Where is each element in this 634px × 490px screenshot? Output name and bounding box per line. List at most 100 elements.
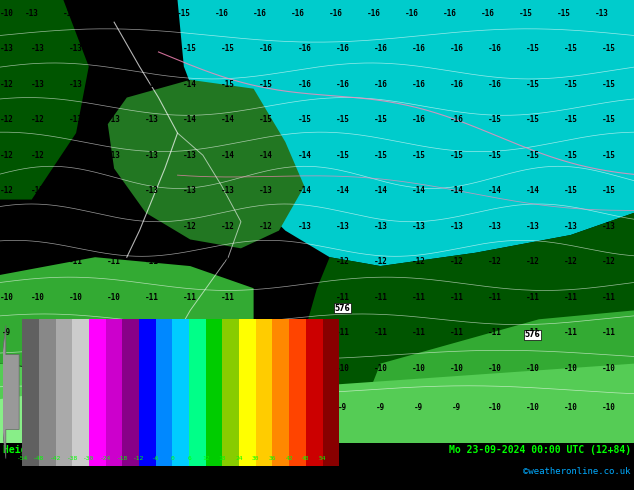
Text: -15: -15 (221, 80, 235, 89)
Text: -13: -13 (107, 115, 121, 124)
Text: -15: -15 (602, 80, 616, 89)
Bar (189, 318, 205, 466)
Text: -13: -13 (145, 186, 159, 195)
Text: -11: -11 (564, 293, 578, 302)
Text: -14: -14 (183, 80, 197, 89)
Text: -13: -13 (259, 186, 273, 195)
Text: -13: -13 (145, 115, 159, 124)
Bar (156, 318, 172, 466)
Text: -10: -10 (602, 403, 616, 413)
Bar (22, 318, 39, 466)
Text: -9: -9 (148, 403, 157, 413)
Text: -12: -12 (259, 257, 273, 266)
Text: -9: -9 (300, 403, 309, 413)
Text: -15: -15 (602, 186, 616, 195)
Text: -13: -13 (450, 221, 463, 231)
Text: -16: -16 (481, 9, 495, 18)
Text: -15: -15 (177, 9, 191, 18)
Text: -16: -16 (253, 9, 267, 18)
Polygon shape (0, 364, 634, 443)
Text: -10: -10 (335, 364, 349, 372)
Text: -9: -9 (34, 364, 42, 372)
Text: -10: -10 (183, 364, 197, 372)
Text: -11: -11 (335, 293, 349, 302)
Text: -16: -16 (405, 9, 419, 18)
Text: -11: -11 (526, 328, 540, 337)
Text: -10: -10 (564, 403, 578, 413)
Text: -9: -9 (34, 328, 42, 337)
Bar (289, 318, 306, 466)
Text: -13: -13 (221, 186, 235, 195)
Bar (223, 318, 239, 466)
Text: -10: -10 (411, 364, 425, 372)
Text: -14: -14 (145, 44, 159, 53)
Text: -13: -13 (335, 221, 349, 231)
Bar (56, 318, 72, 466)
Text: -9: -9 (376, 403, 385, 413)
Text: -14: -14 (373, 186, 387, 195)
Text: -16: -16 (335, 44, 349, 53)
Text: -15: -15 (297, 115, 311, 124)
Text: -16: -16 (335, 80, 349, 89)
Text: -16: -16 (215, 9, 229, 18)
Text: -12: -12 (335, 257, 349, 266)
Text: Mo 23-09-2024 00:00 UTC (12+84): Mo 23-09-2024 00:00 UTC (12+84) (449, 445, 631, 455)
Text: -10: -10 (0, 9, 13, 18)
Text: -12: -12 (107, 186, 121, 195)
Text: -12: -12 (133, 456, 145, 461)
Text: -9: -9 (2, 364, 11, 372)
Text: -11: -11 (373, 328, 387, 337)
Text: -9: -9 (224, 403, 233, 413)
Text: -12: -12 (107, 221, 121, 231)
Text: -10: -10 (602, 364, 616, 372)
Text: -11: -11 (335, 328, 349, 337)
Text: -14: -14 (526, 186, 540, 195)
Text: -18: -18 (117, 456, 128, 461)
Text: 6: 6 (187, 456, 191, 461)
FancyArrow shape (0, 325, 19, 459)
Text: -15: -15 (564, 115, 578, 124)
Text: -15: -15 (526, 151, 540, 160)
Text: -13: -13 (31, 44, 45, 53)
Text: -12: -12 (0, 115, 13, 124)
Text: -12: -12 (488, 257, 501, 266)
Text: -13: -13 (0, 44, 13, 53)
Bar (106, 318, 122, 466)
Text: -9: -9 (72, 328, 81, 337)
Text: -13: -13 (564, 221, 578, 231)
Text: -9: -9 (414, 403, 423, 413)
Text: -15: -15 (450, 151, 463, 160)
Text: -13: -13 (183, 151, 197, 160)
Text: Height/Temp. 500 hPa [gdmp][°C] ECMWF: Height/Temp. 500 hPa [gdmp][°C] ECMWF (3, 445, 221, 455)
Text: -8: -8 (34, 403, 42, 413)
Polygon shape (0, 390, 127, 443)
Text: -11: -11 (450, 328, 463, 337)
Text: -11: -11 (259, 328, 273, 337)
Text: -12: -12 (183, 221, 197, 231)
Text: -10: -10 (107, 293, 121, 302)
Text: -11: -11 (297, 293, 311, 302)
Text: -12: -12 (526, 257, 540, 266)
Text: -9: -9 (262, 403, 271, 413)
Text: -8: -8 (72, 403, 81, 413)
Text: -11: -11 (602, 293, 616, 302)
Text: -10: -10 (221, 328, 235, 337)
Text: -11: -11 (183, 293, 197, 302)
Text: 576: 576 (525, 330, 540, 339)
Text: -9: -9 (338, 403, 347, 413)
Text: -10: -10 (221, 364, 235, 372)
Text: -11: -11 (221, 293, 235, 302)
Text: -16: -16 (411, 44, 425, 53)
Text: -13: -13 (297, 221, 311, 231)
Text: -13: -13 (69, 80, 83, 89)
Text: -15: -15 (259, 80, 273, 89)
Bar (323, 318, 339, 466)
Text: -15: -15 (373, 115, 387, 124)
Text: -12: -12 (69, 221, 83, 231)
Text: -13: -13 (602, 221, 616, 231)
Text: -10: -10 (145, 328, 159, 337)
Text: -16: -16 (259, 44, 273, 53)
Text: -13: -13 (107, 80, 121, 89)
Text: -10: -10 (526, 364, 540, 372)
Text: 576: 576 (335, 304, 350, 313)
